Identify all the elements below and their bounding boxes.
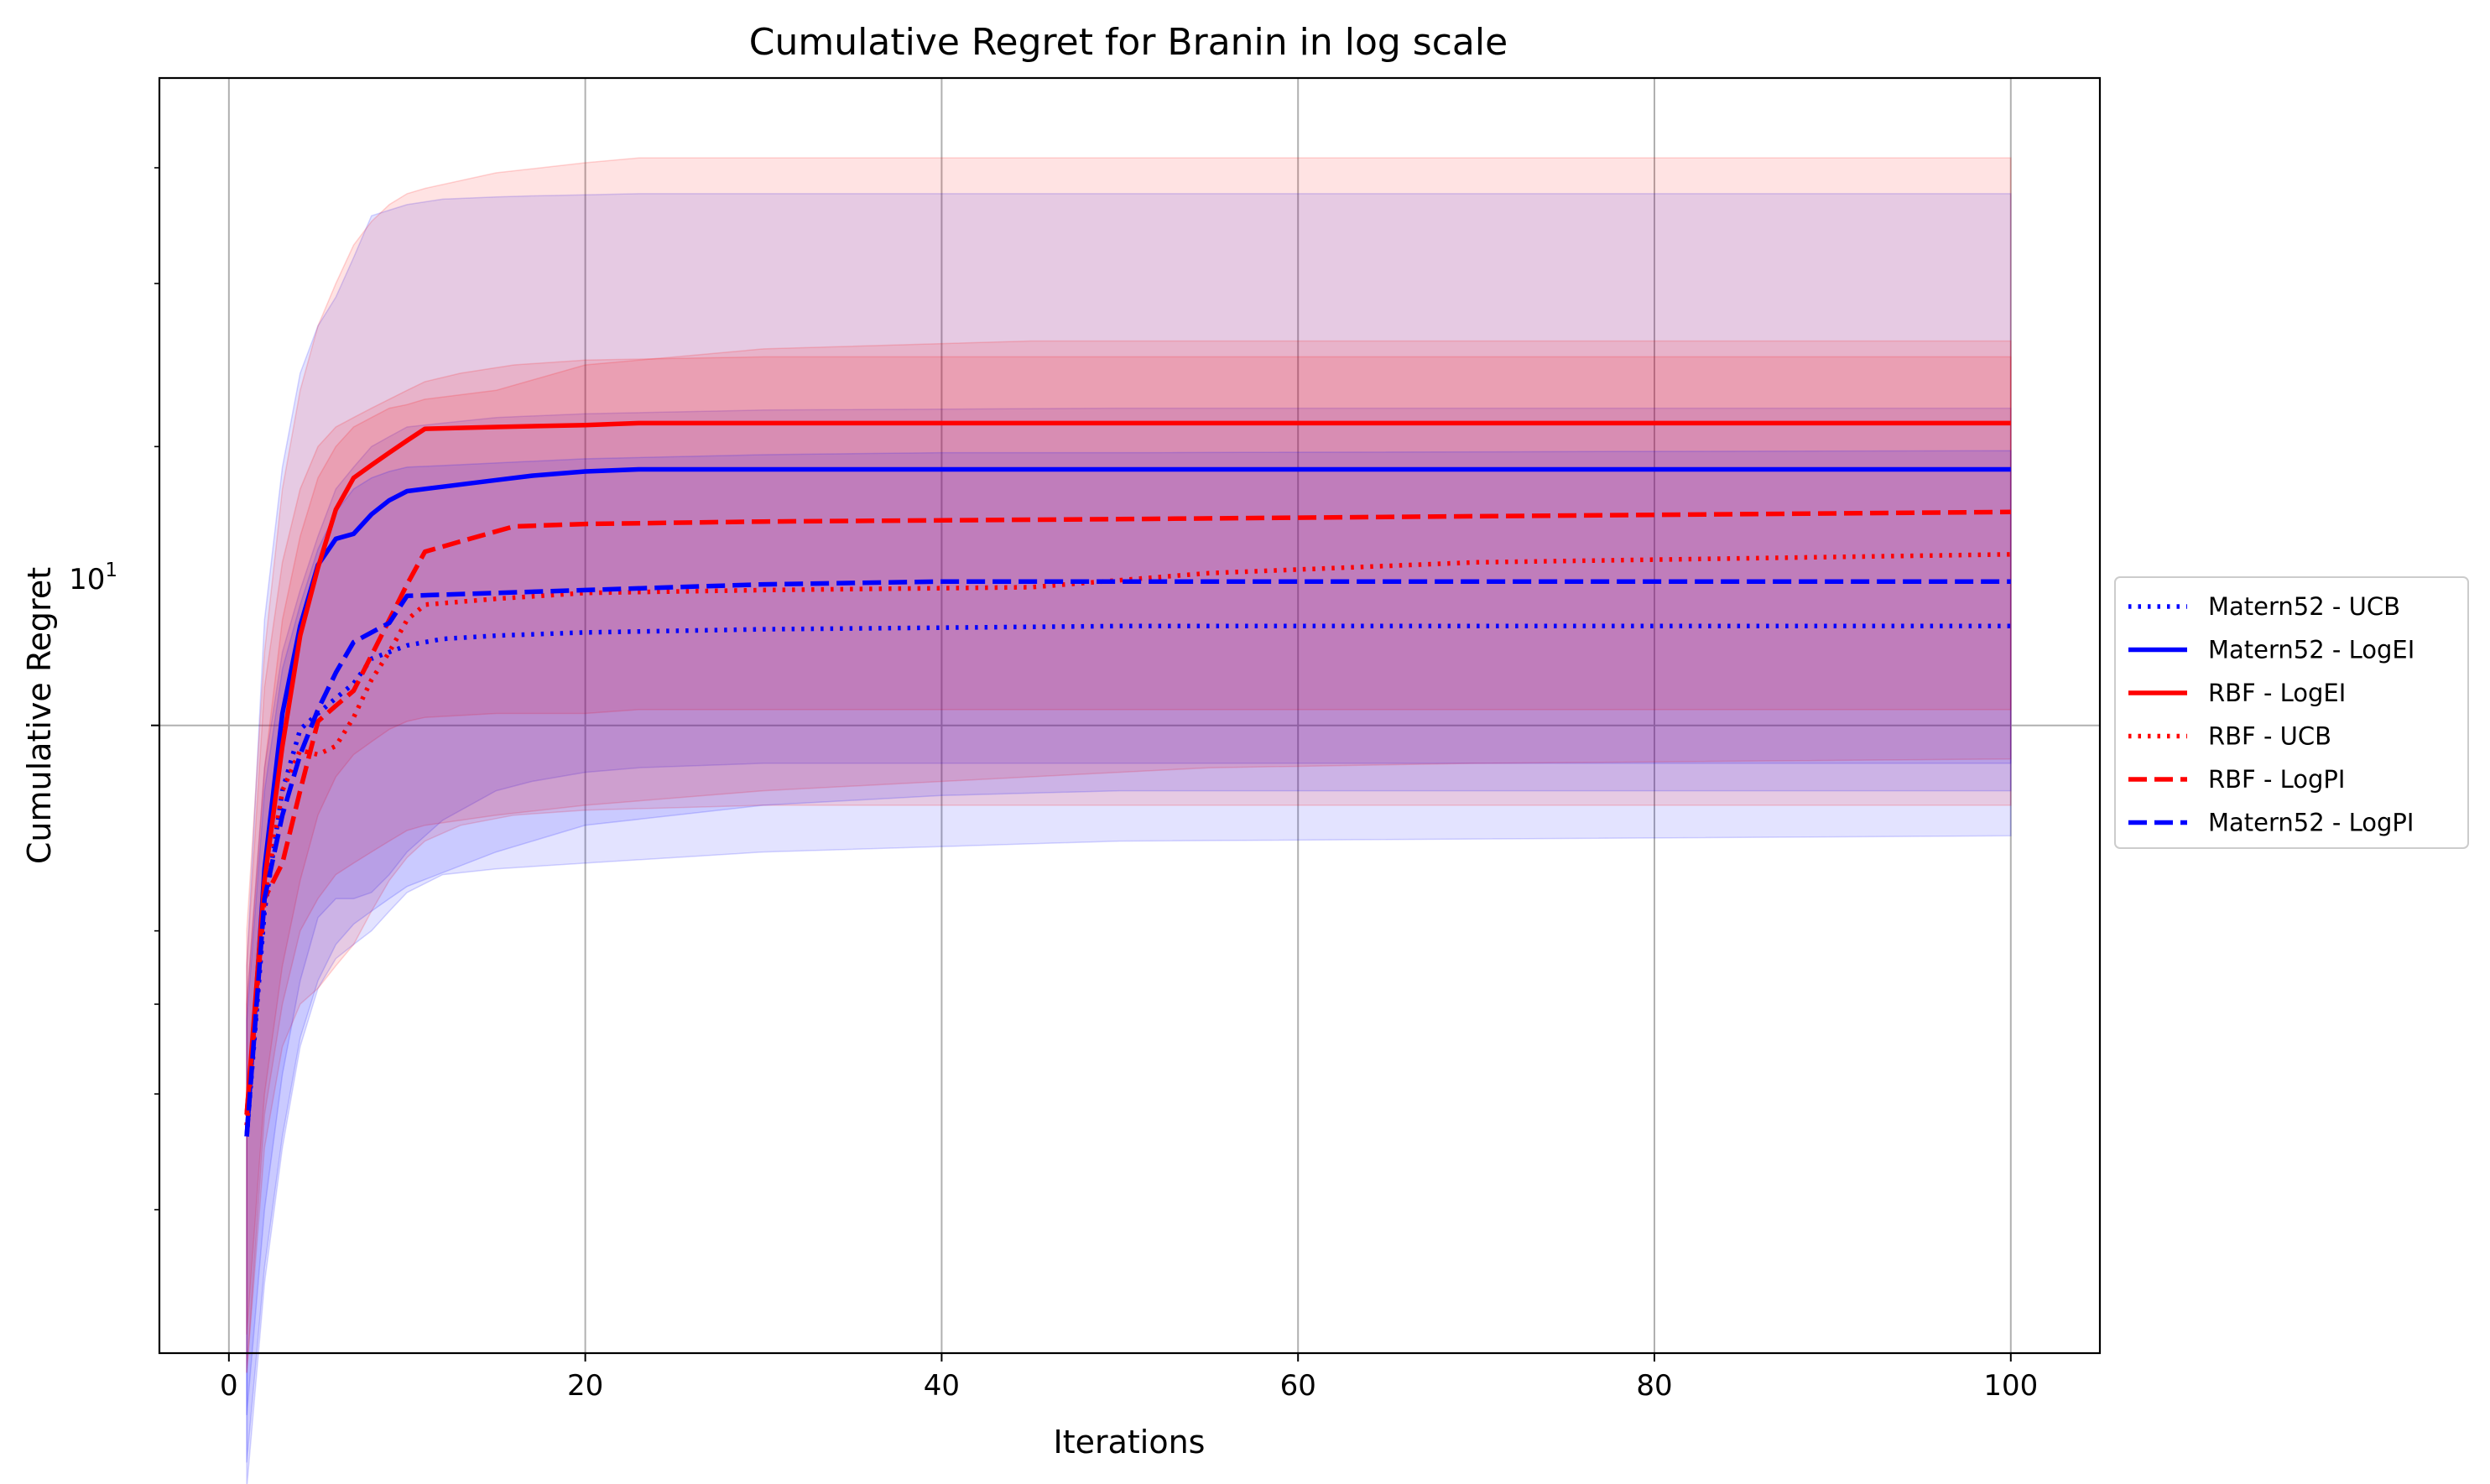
legend-box <box>2114 576 2469 849</box>
confidence-band <box>246 356 2012 1373</box>
plot-background <box>159 78 2100 1353</box>
y-tick-label-major: 101 <box>69 560 117 596</box>
x-axis-ticks: 0 20 40 60 80 100 <box>220 1353 2038 1403</box>
series-line <box>244 420 2011 1115</box>
series-lines <box>244 420 2011 1137</box>
y-axis-ticks: 101 <box>69 167 159 1211</box>
confidence-band <box>246 340 2012 1373</box>
legend-label: RBF - LogPI <box>2208 765 2345 794</box>
plot-frame <box>158 76 2102 1355</box>
confidence-bands <box>246 157 2012 1484</box>
series-line <box>244 623 2011 1137</box>
legend-label: RBF - LogEI <box>2208 679 2346 707</box>
confidence-band <box>246 407 2012 1484</box>
plot-area <box>158 76 2102 1484</box>
confidence-band <box>246 157 2012 1335</box>
x-tick-label: 100 <box>1983 1369 2038 1403</box>
x-tick-label: 40 <box>924 1369 960 1403</box>
legend-label: Matern52 - UCB <box>2208 592 2400 621</box>
x-tick-label: 80 <box>1636 1369 1672 1403</box>
series-line <box>244 579 2011 1137</box>
y-axis-label: Cumulative Regret <box>21 567 58 864</box>
y-tick-label-base: 10 <box>69 563 105 596</box>
confidence-band <box>246 193 2012 1415</box>
legend-label: Matern52 - LogPI <box>2208 809 2414 837</box>
y-tick-label-exponent: 1 <box>105 560 117 581</box>
legend-label: Matern52 - LogEI <box>2208 636 2414 664</box>
grid <box>159 78 2100 1353</box>
confidence-band <box>246 450 2012 1463</box>
legend-label: RBF - UCB <box>2208 722 2331 751</box>
chart-title: Cumulative Regret for Branin in log scal… <box>749 21 1508 64</box>
x-tick-label: 0 <box>220 1369 238 1403</box>
x-tick-label: 60 <box>1280 1369 1316 1403</box>
x-axis-label: Iterations <box>1054 1424 1206 1461</box>
x-tick-label: 20 <box>567 1369 603 1403</box>
legend: Matern52 - UCB Matern52 - LogEI RBF - LogE… <box>2114 576 2469 849</box>
